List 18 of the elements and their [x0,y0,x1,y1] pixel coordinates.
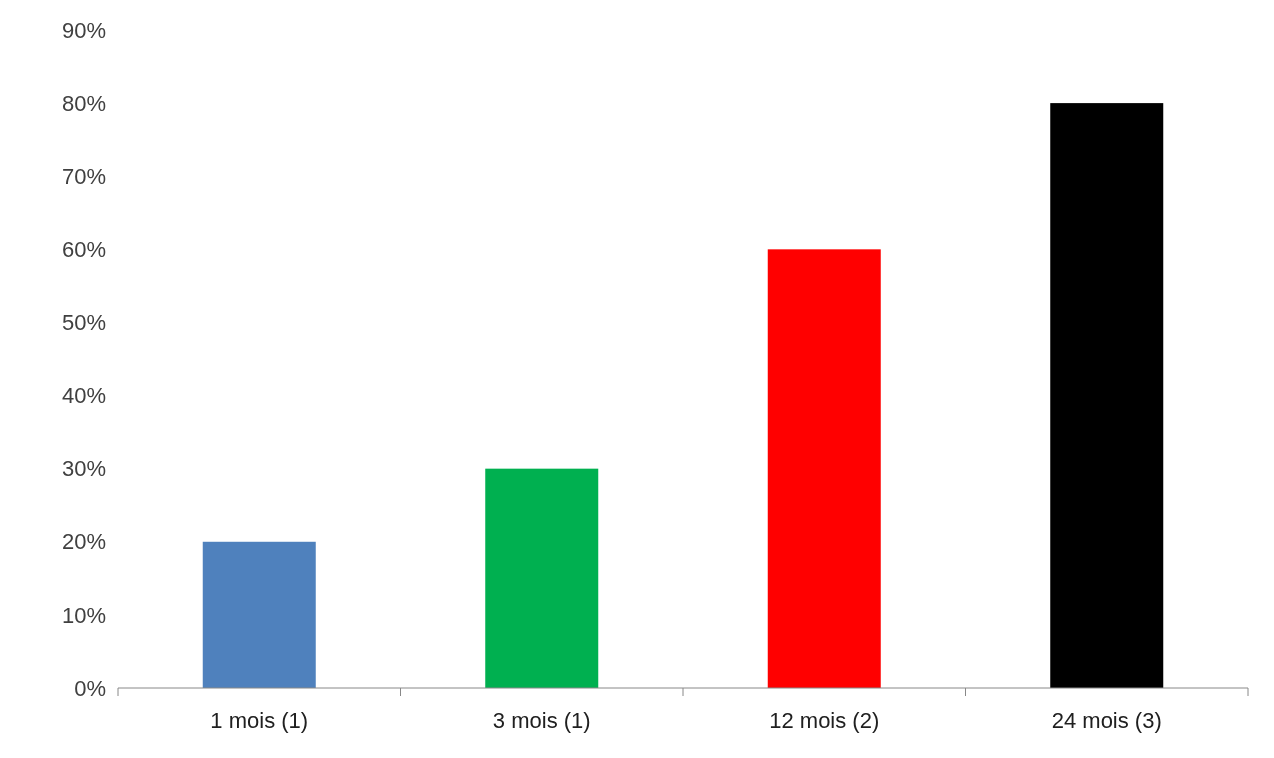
y-tick-label: 10% [61,602,106,628]
y-tick-label: 90% [61,17,106,43]
y-tick-label: 60% [61,237,106,263]
bar [202,541,316,688]
y-tick-label: 30% [61,456,106,482]
y-tick-label: 0% [74,675,106,701]
bar [1050,103,1164,688]
y-tick-label: 70% [61,163,106,189]
y-tick-label: 40% [61,383,106,409]
y-tick-label: 50% [61,310,106,336]
x-tick-label: 24 mois (3) [1051,708,1162,733]
x-tick-label: 12 mois (2) [769,708,880,733]
y-tick-label: 20% [61,529,106,555]
y-tick-label: 80% [61,90,106,116]
x-tick-label: 1 mois (1) [210,708,309,733]
x-tick-label: 3 mois (1) [492,708,591,733]
bar [767,249,881,688]
bar [485,468,599,688]
